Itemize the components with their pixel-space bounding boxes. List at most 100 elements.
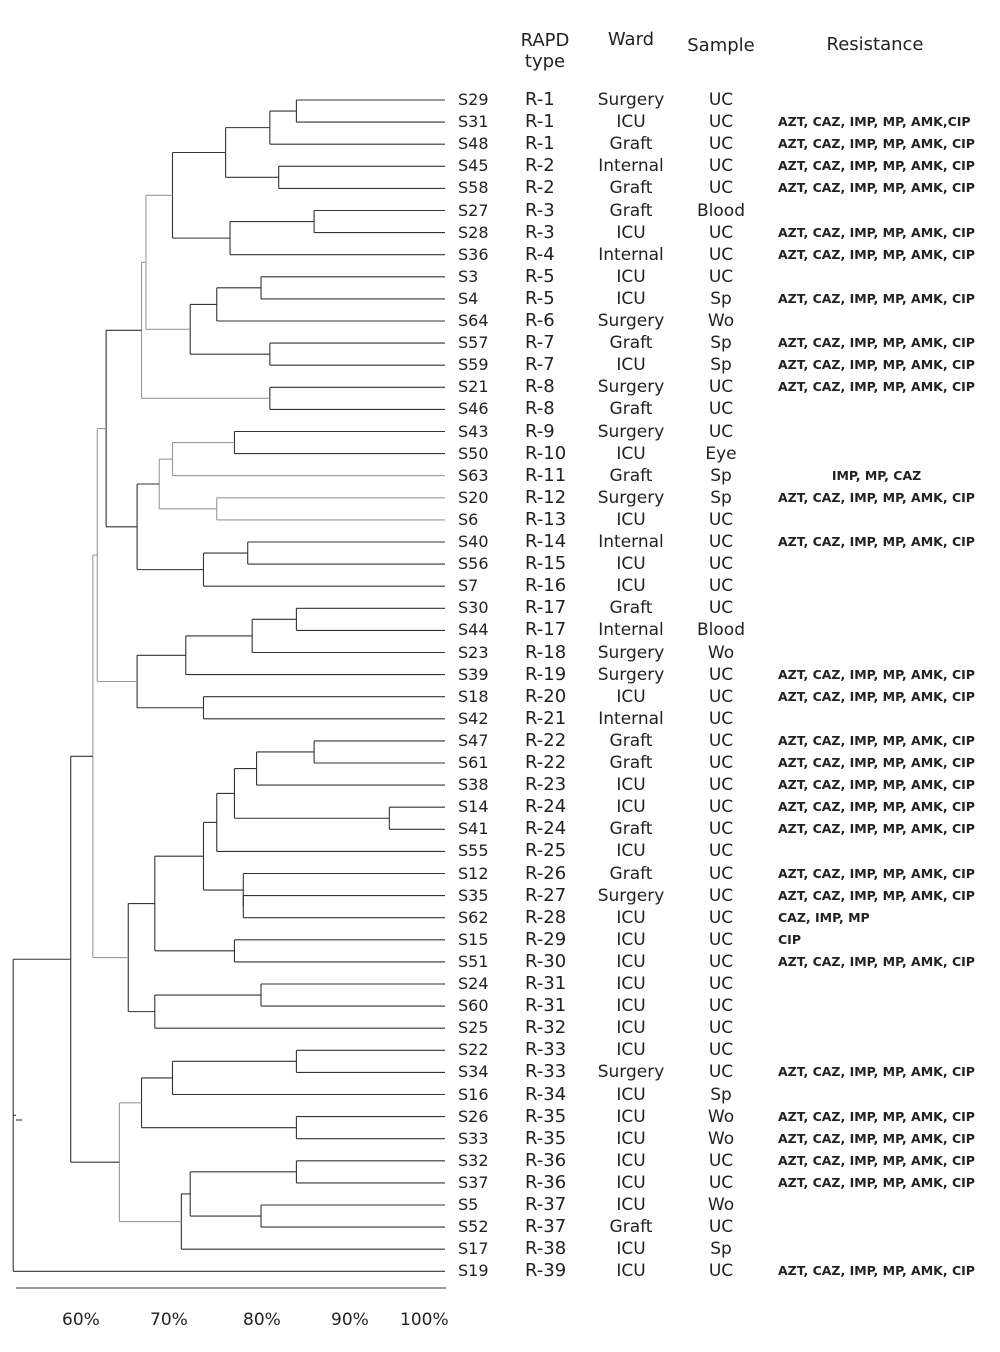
isolate-id: S12 <box>458 863 489 883</box>
sample-type: UC <box>708 841 734 862</box>
isolate-row: S15 R-29 ICU UC CIP <box>0 929 1000 951</box>
header-rapd-type: RAPD type <box>520 30 570 72</box>
resistance-profile: AZT, CAZ, IMP, MP, AMK, CIP <box>778 799 975 815</box>
sample-type: Wo <box>707 311 735 331</box>
isolate-row: S40 R-14 Internal UC AZT, CAZ, IMP, MP, AMK,… <box>0 531 1000 553</box>
rapd-type: R-8 <box>525 398 555 420</box>
isolate-id: S26 <box>458 1106 489 1126</box>
rapd-type: R-5 <box>525 265 555 287</box>
sample-type: UC <box>708 532 734 552</box>
isolate-id: S16 <box>458 1084 489 1104</box>
isolate-row: S29 R-1 Surgery UC <box>0 89 1000 111</box>
isolate-id: S56 <box>458 554 489 574</box>
sample-type: UC <box>708 797 734 818</box>
rapd-type: R-22 <box>525 752 567 773</box>
rapd-type: R-28 <box>525 906 567 928</box>
rapd-type: R-5 <box>525 287 555 309</box>
ward: ICU <box>616 1018 646 1039</box>
ward: Surgery <box>597 90 665 110</box>
resistance-profile: AZT, CAZ, IMP, MP, AMK, CIP <box>778 290 975 306</box>
resistance-profile: AZT, CAZ, IMP, MP, AMK, CIP <box>778 246 975 262</box>
ward: Graft <box>609 134 653 155</box>
resistance-profile: AZT, CAZ, IMP, MP, AMK, CIP <box>778 821 975 837</box>
isolate-row: S14 R-24 ICU UC AZT, CAZ, IMP, MP, AMK, CIP <box>0 796 1000 818</box>
isolate-id: S36 <box>458 244 489 264</box>
ward: Graft <box>609 200 653 221</box>
sample-type: Sp <box>710 355 732 376</box>
ward: ICU <box>616 1040 646 1061</box>
isolate-row: S57 R-7 Graft Sp AZT, CAZ, IMP, MP, AMK, CIP <box>0 332 1000 354</box>
rapd-type: R-23 <box>525 774 567 796</box>
isolate-row: S62 R-28 ICU UC CAZ, IMP, MP <box>0 907 1000 929</box>
rapd-type: R-24 <box>525 796 567 818</box>
isolate-id: S63 <box>458 465 489 485</box>
rapd-type: R-16 <box>525 575 567 597</box>
resistance-profile: AZT, CAZ, IMP, MP, AMK, CIP <box>778 180 975 196</box>
isolate-id: S62 <box>458 907 489 927</box>
isolate-id: S52 <box>458 1217 489 1237</box>
sample-type: Sp <box>710 487 732 508</box>
sample-type: UC <box>708 266 734 287</box>
axis-tick-70: 70% <box>150 1310 188 1330</box>
ward: ICU <box>616 686 646 707</box>
header-ward: Ward <box>607 29 655 50</box>
resistance-profile: AZT, CAZ, IMP, MP, AMK, CIP <box>778 489 975 505</box>
isolate-id: S17 <box>458 1239 489 1259</box>
resistance-profile: AZT, CAZ, IMP, MP, AMK, CIP <box>778 1263 975 1279</box>
sample-type: UC <box>708 863 734 884</box>
isolate-id: S41 <box>458 819 489 839</box>
rapd-type: R-6 <box>525 310 555 331</box>
isolate-id: S64 <box>458 311 489 330</box>
rapd-type: R-10 <box>525 442 567 464</box>
isolate-row: S52 R-37 Graft UC <box>0 1216 1000 1238</box>
isolate-row: S23 R-18 Surgery Wo <box>0 642 1000 664</box>
header-sample: Sample <box>687 35 755 56</box>
sample-type: Sp <box>710 1239 732 1260</box>
sample-type: UC <box>708 90 734 110</box>
ward: ICU <box>616 554 646 575</box>
isolate-row: S44 R-17 Internal Blood <box>0 619 1000 641</box>
ward: ICU <box>616 1172 646 1193</box>
ward: Internal <box>598 244 664 265</box>
rapd-type: R-36 <box>525 1171 567 1193</box>
isolate-row: S3 R-5 ICU UC <box>0 266 1000 288</box>
ward: Surgery <box>597 642 665 663</box>
rapd-type: R-39 <box>525 1260 567 1282</box>
isolate-row: S30 R-17 Graft UC <box>0 597 1000 619</box>
isolate-row: S51 R-30 ICU UC AZT, CAZ, IMP, MP, AMK, CIP <box>0 951 1000 973</box>
ward: ICU <box>616 112 646 133</box>
rapd-type: R-25 <box>525 840 567 862</box>
isolate-row: S46 R-8 Graft UC <box>0 398 1000 420</box>
isolate-row: S39 R-19 Surgery UC AZT, CAZ, IMP, MP, AMK, … <box>0 664 1000 686</box>
rapd-type: R-1 <box>525 111 555 133</box>
isolate-id: S25 <box>458 1018 489 1038</box>
sample-type: UC <box>708 156 734 177</box>
isolate-row: S21 R-8 Surgery UC AZT, CAZ, IMP, MP, AMK, C… <box>0 376 1000 398</box>
sample-type: UC <box>708 753 734 773</box>
rapd-type: R-27 <box>525 884 567 906</box>
ward: ICU <box>616 443 646 464</box>
isolate-row: S45 R-2 Internal UC AZT, CAZ, IMP, MP, AMK, … <box>0 155 1000 177</box>
resistance-profile: AZT, CAZ, IMP, MP, AMK, CIP <box>778 887 975 903</box>
ward: Graft <box>609 333 653 354</box>
isolate-id: S50 <box>458 443 489 463</box>
isolate-id: S22 <box>458 1040 489 1060</box>
isolate-row: S55 R-25 ICU UC <box>0 840 1000 862</box>
isolate-row: S38 R-23 ICU UC AZT, CAZ, IMP, MP, AMK, CIP <box>0 774 1000 796</box>
isolate-id: S23 <box>458 642 489 662</box>
isolate-id: S48 <box>458 134 489 154</box>
sample-type: UC <box>708 664 734 685</box>
ward: ICU <box>616 266 646 287</box>
sample-type: UC <box>708 598 734 619</box>
sample-type: Wo <box>707 1195 735 1215</box>
rapd-type: R-14 <box>525 531 567 552</box>
sample-type: UC <box>708 1018 734 1039</box>
isolate-id: S18 <box>458 686 489 706</box>
resistance-profile: AZT, CAZ, IMP, MP, AMK, CIP <box>778 534 975 549</box>
isolate-row: S37 R-36 ICU UC AZT, CAZ, IMP, MP, AMK, CIP <box>0 1172 1000 1194</box>
isolate-row: S22 R-33 ICU UC <box>0 1039 1000 1061</box>
isolate-row: S35 R-27 Surgery UC AZT, CAZ, IMP, MP, AMK, … <box>0 885 1000 907</box>
isolate-row: S19 R-39 ICU UC AZT, CAZ, IMP, MP, AMK, CIP <box>0 1260 1000 1282</box>
ward: Surgery <box>597 664 665 685</box>
